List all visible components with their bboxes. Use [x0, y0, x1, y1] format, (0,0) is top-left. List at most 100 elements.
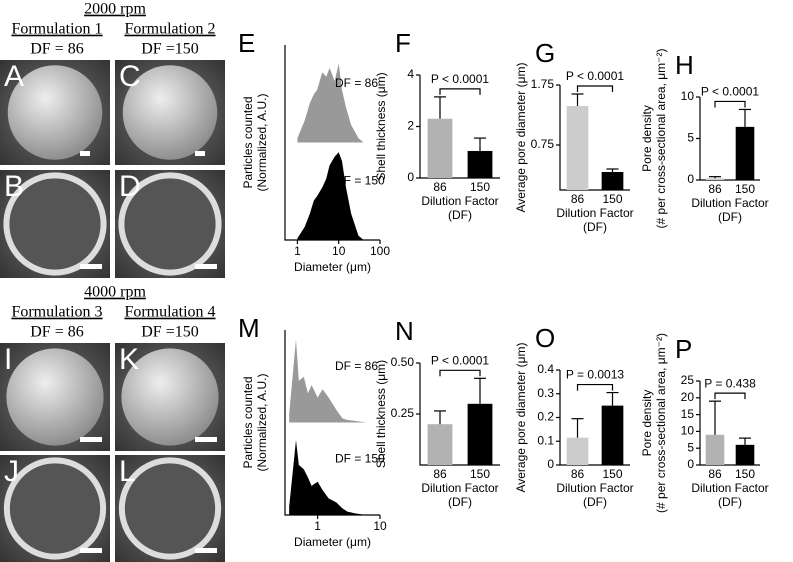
significance-bracket [714, 100, 746, 108]
bar [735, 444, 755, 465]
panel-letter: F [395, 28, 411, 58]
x-tick-label: 86 [571, 467, 585, 481]
panel-letter: O [535, 323, 555, 353]
x-axis-label: Dilution Factor [421, 481, 498, 495]
y-tick-label: 25 [681, 373, 695, 387]
column-title: Formulation 1 [11, 21, 102, 38]
area [297, 152, 364, 240]
bar [601, 405, 624, 465]
y-tick-label: 20 [681, 390, 695, 404]
x-tick-label: 86 [708, 182, 722, 196]
y-tick-label: 5 [687, 131, 694, 145]
x-axis-label: Dilution Factor [556, 206, 633, 220]
y-tick-label: 0.4 [537, 362, 554, 376]
panel-letter: H [675, 50, 694, 80]
x-tick-label: 1 [314, 519, 321, 533]
significance-bracket [576, 383, 614, 391]
y-axis-label: Shell thickness (μm) [374, 360, 388, 468]
microsphere [121, 348, 219, 446]
panel-letter: K [119, 343, 139, 376]
y-tick-label: 0 [687, 172, 694, 186]
microsphere [7, 65, 103, 160]
series-label: DF = 86 [335, 76, 378, 90]
x-axis-label: (DF) [448, 495, 472, 509]
y-tick-label: 0.50 [391, 355, 415, 369]
y-axis-label: (Normalized, A.U.) [255, 373, 269, 471]
y-axis-label: (Normalized, A.U.) [255, 93, 269, 191]
y-tick-label: 10 [681, 424, 695, 438]
column-title: Formulation 4 [124, 304, 215, 321]
y-tick-label: 0.75 [531, 137, 555, 151]
x-axis-label: (DF) [583, 220, 607, 234]
annotation: P = 0.0013 [566, 368, 624, 382]
scale-bar [195, 437, 217, 442]
y-axis-label: (# per cross-sectional area, μm⁻²) [654, 333, 668, 513]
x-axis-label: Dilution Factor [556, 481, 633, 495]
x-axis-label: Dilution Factor [691, 481, 768, 495]
bar [601, 172, 624, 190]
scale-bar [80, 548, 102, 553]
y-axis-label: Pore density [640, 390, 654, 457]
x-axis-label: (DF) [718, 495, 742, 509]
x-axis-label: (DF) [718, 210, 742, 224]
y-tick-label: 15 [681, 407, 695, 421]
column-sub: DF =150 [141, 41, 198, 58]
y-axis-label: (# per cross-sectional area, μm⁻²) [654, 49, 668, 229]
column-sub: DF = 86 [30, 41, 83, 58]
x-tick-label: 10 [373, 519, 387, 533]
panel-letter: N [395, 316, 414, 346]
y-axis-label: Particles counted [241, 376, 255, 468]
scale-bar [80, 437, 102, 442]
y-tick-label: 4 [407, 67, 414, 81]
microsphere [6, 348, 104, 446]
panel-letter: M [238, 313, 260, 343]
panel-letter: J [4, 455, 19, 488]
x-tick-label: 86 [571, 192, 585, 206]
y-tick-label: 0.1 [537, 433, 554, 447]
x-tick-label: 150 [735, 467, 755, 481]
y-axis-label: Pore density [640, 105, 654, 172]
column-sub: DF =150 [141, 324, 198, 341]
microsphere [3, 457, 107, 560]
y-axis-label: Shell thickness (μm) [374, 72, 388, 180]
x-axis-label: (DF) [583, 495, 607, 509]
panel-letter: A [4, 60, 24, 93]
x-tick-label: 10 [332, 244, 346, 258]
bar [467, 150, 493, 178]
annotation: P = 0.438 [704, 376, 756, 390]
panel-letter: P [675, 334, 692, 364]
annotation: P < 0.0001 [701, 85, 759, 99]
scale-bar [80, 264, 102, 269]
significance-bracket [439, 88, 481, 95]
y-tick-label: 0 [687, 457, 694, 471]
x-tick-label: 150 [470, 467, 490, 481]
y-tick-label: 0.25 [391, 406, 415, 420]
y-axis-label: Average pore diameter (μm) [514, 62, 528, 212]
heading: 2000 rpm [84, 1, 146, 18]
bar [427, 424, 453, 465]
annotation: P < 0.0001 [431, 353, 489, 367]
bar [427, 118, 453, 178]
x-tick-label: 100 [370, 244, 390, 258]
x-axis-label: (DF) [448, 208, 472, 222]
x-axis-label: Diameter (μm) [294, 535, 371, 549]
panel-letter: D [119, 170, 141, 203]
bar [566, 106, 589, 190]
y-tick-label: 1.75 [531, 77, 555, 91]
microsphere [3, 172, 107, 276]
area [289, 339, 367, 423]
annotation: P < 0.0001 [566, 69, 624, 83]
y-axis-label: Particles counted [241, 96, 255, 188]
panel-letter: I [4, 343, 12, 376]
microsphere [118, 172, 222, 276]
scale-bar [195, 151, 205, 156]
panel-letter: L [119, 455, 136, 488]
microsphere [122, 65, 218, 160]
bar [467, 403, 493, 465]
x-tick-label: 150 [470, 180, 490, 194]
scale-bar [80, 151, 90, 156]
column-title: Formulation 2 [124, 21, 215, 38]
significance-bracket [439, 369, 481, 377]
scale-bar [195, 264, 217, 269]
y-tick-label: 2 [407, 119, 414, 133]
